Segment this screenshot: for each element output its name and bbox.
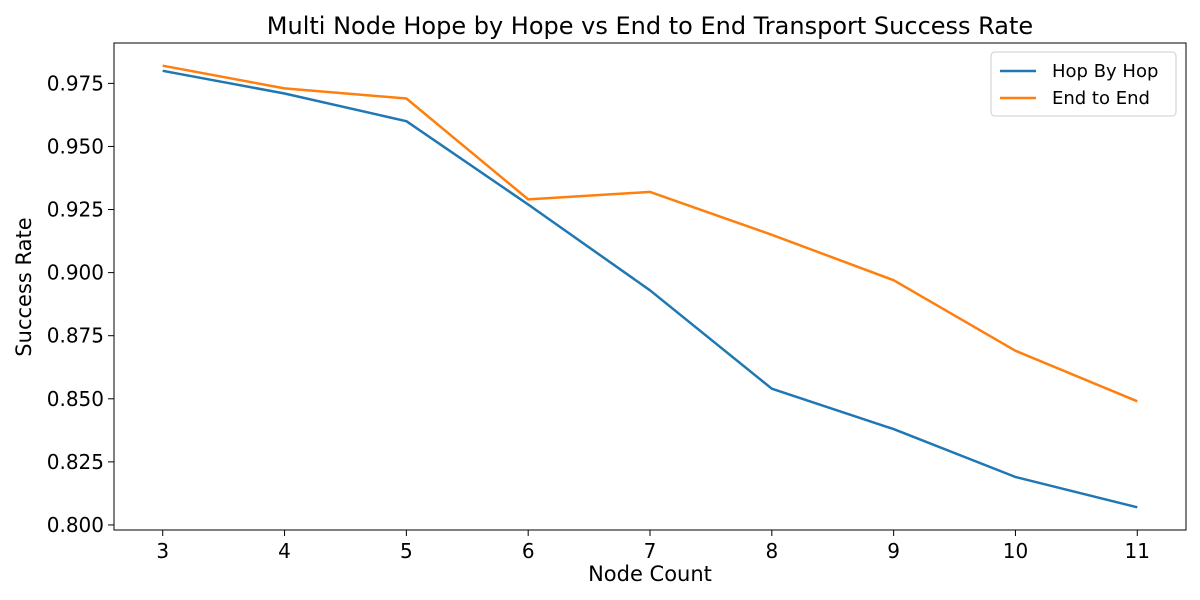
y-tick-label: 0.925 [47,198,104,222]
y-tick-label: 0.850 [47,387,104,411]
y-tick-label: 0.975 [47,71,104,95]
x-tick-label: 4 [278,539,291,563]
x-tick-label: 3 [156,539,169,563]
x-tick-label: 6 [522,539,535,563]
chart-title: Multi Node Hope by Hope vs End to End Tr… [267,12,1033,40]
x-tick-label: 10 [1003,539,1028,563]
x-tick-label: 7 [644,539,657,563]
y-tick-label: 0.800 [47,513,104,537]
x-axis-label: Node Count [588,562,712,586]
x-tick-label: 11 [1125,539,1150,563]
y-tick-label: 0.825 [47,450,104,474]
y-tick-label: 0.950 [47,134,104,158]
x-tick-label: 8 [765,539,778,563]
y-tick-label: 0.900 [47,261,104,285]
legend-box [990,51,1177,117]
x-tick-label: 5 [400,539,413,563]
series-line-1 [162,64,1138,403]
legend-label-0: Hop By Hop [1052,61,1158,82]
y-axis-label: Success Rate [12,217,36,356]
legend-label-1: End to End [1052,88,1150,109]
x-tick-label: 9 [887,539,900,563]
legend: Hop By Hop End to End [990,51,1177,117]
plot-area: 3 4 5 6 7 8 9 10 11 0.800 0.825 0.850 0.875 0.900 0.92… [47,42,1187,563]
series-line-0 [162,69,1138,509]
y-tick-label: 0.875 [47,324,104,348]
